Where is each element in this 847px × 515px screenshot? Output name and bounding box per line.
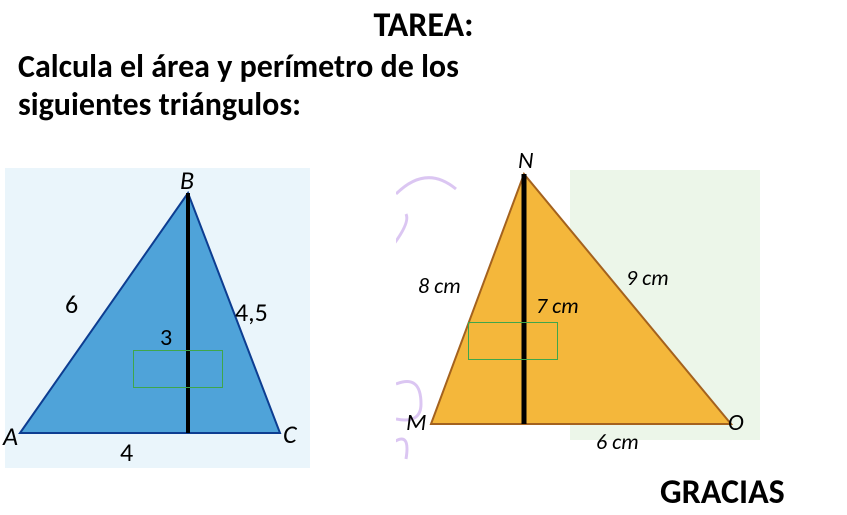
height-label-right: 7 cm bbox=[536, 292, 579, 319]
prompt-line2: siguientes triángulos: bbox=[18, 85, 301, 124]
height-label-left: 3 bbox=[160, 323, 172, 352]
triangle-mno bbox=[431, 174, 731, 424]
footer-text: GRACIAS bbox=[660, 472, 785, 513]
side-right-label-r: 9 cm bbox=[626, 264, 669, 291]
vertex-label-C: C bbox=[283, 418, 297, 450]
side-left-label-r: 8 cm bbox=[418, 272, 461, 299]
base-label-right: 6 cm bbox=[596, 428, 639, 455]
vertex-label-M: M bbox=[406, 408, 427, 437]
overlay-rect-1 bbox=[133, 350, 223, 388]
title: TAREA: bbox=[0, 5, 847, 46]
prompt-line1: Calcula el área y perímetro de los bbox=[18, 47, 459, 86]
side-right-label: 4,5 bbox=[235, 296, 268, 328]
figure-right: N M O 8 cm 9 cm 7 cm 6 cm bbox=[396, 164, 741, 464]
vertex-label-O: O bbox=[728, 408, 744, 437]
vertex-label-B: B bbox=[180, 164, 194, 196]
overlay-rect-2 bbox=[468, 322, 558, 360]
figure-left: B A C 6 4,5 3 4 bbox=[5, 168, 310, 468]
base-label-left: 4 bbox=[120, 436, 133, 468]
vertex-label-N: N bbox=[518, 146, 533, 175]
side-left-label: 6 bbox=[65, 288, 78, 320]
vertex-label-A: A bbox=[3, 420, 18, 452]
prompt-text: Calcula el área y perímetro de los sigui… bbox=[18, 48, 459, 125]
